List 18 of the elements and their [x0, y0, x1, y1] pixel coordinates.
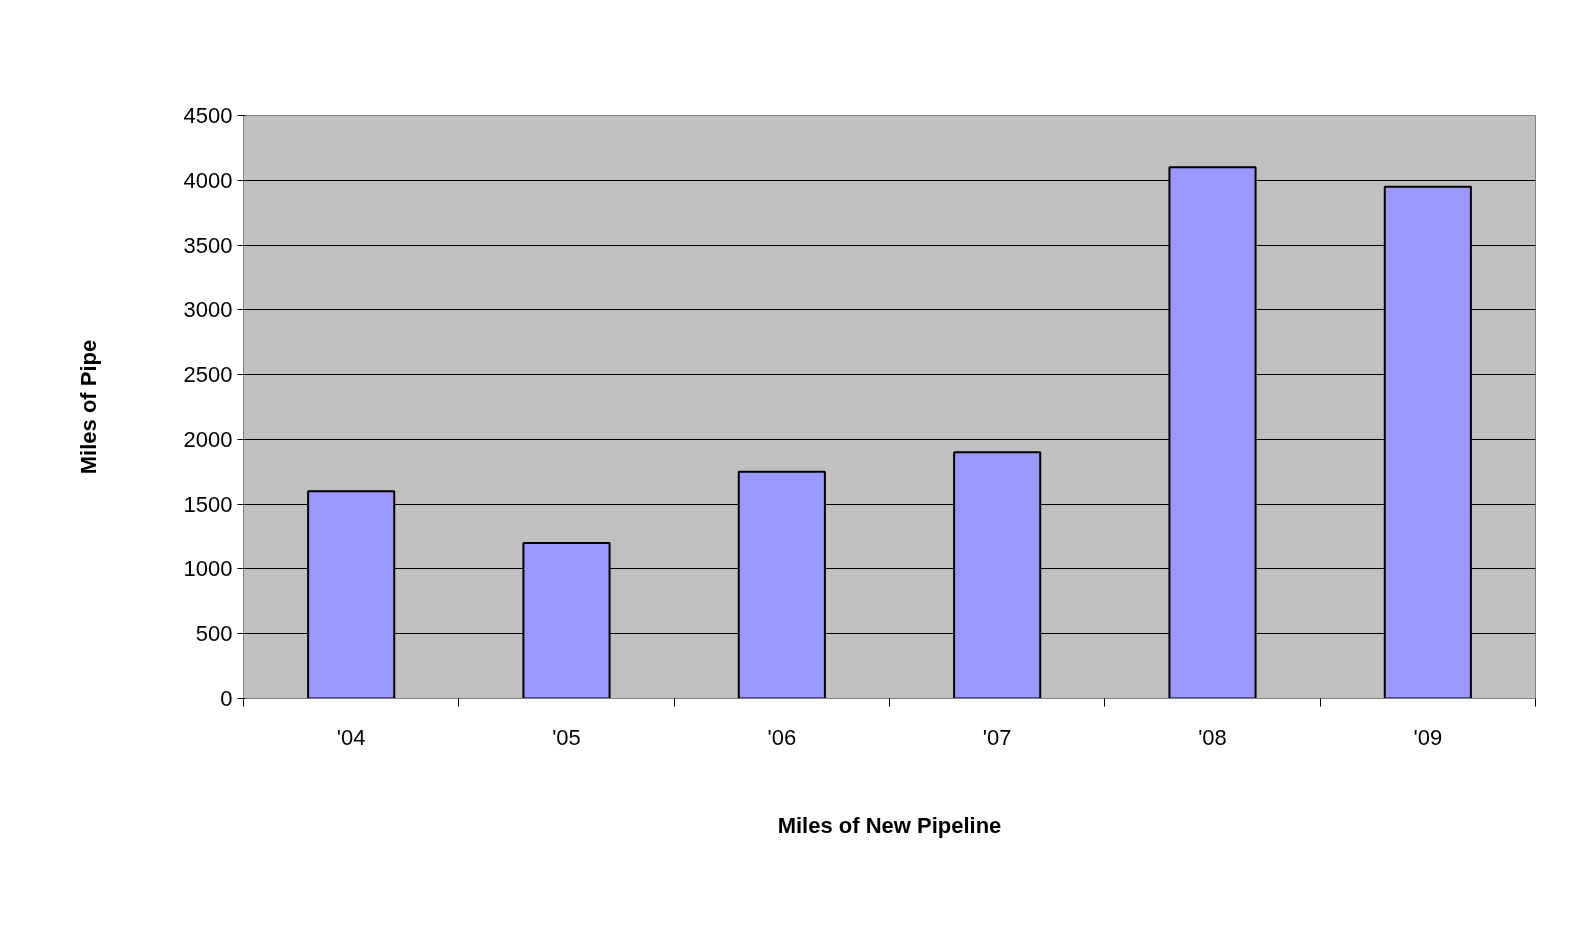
x-tick-label: '07: [982, 724, 1012, 750]
x-tick-label: '08: [1198, 724, 1227, 750]
y-tick-label: 500: [195, 621, 233, 647]
y-tick-label: 3500: [183, 232, 233, 258]
y-tick-label: 3000: [183, 297, 233, 323]
y-tick-label: 1500: [183, 491, 233, 517]
x-tick-label: '05: [552, 724, 581, 750]
x-tick-label: '09: [1413, 724, 1443, 750]
y-tick-label: 1000: [183, 556, 233, 582]
y-tick-label: 0: [220, 686, 233, 711]
y-axis-title: Miles of Pipe: [75, 339, 101, 475]
x-tick-label: '06: [767, 724, 797, 750]
y-tick-label: 4500: [183, 103, 233, 128]
y-tick-label: 2000: [183, 426, 233, 452]
x-tick-label: '04: [336, 724, 366, 750]
x-axis-title: Miles of New Pipeline: [777, 812, 1002, 838]
y-tick-label: 2500: [183, 362, 233, 388]
y-tick-label: 4000: [183, 167, 233, 193]
